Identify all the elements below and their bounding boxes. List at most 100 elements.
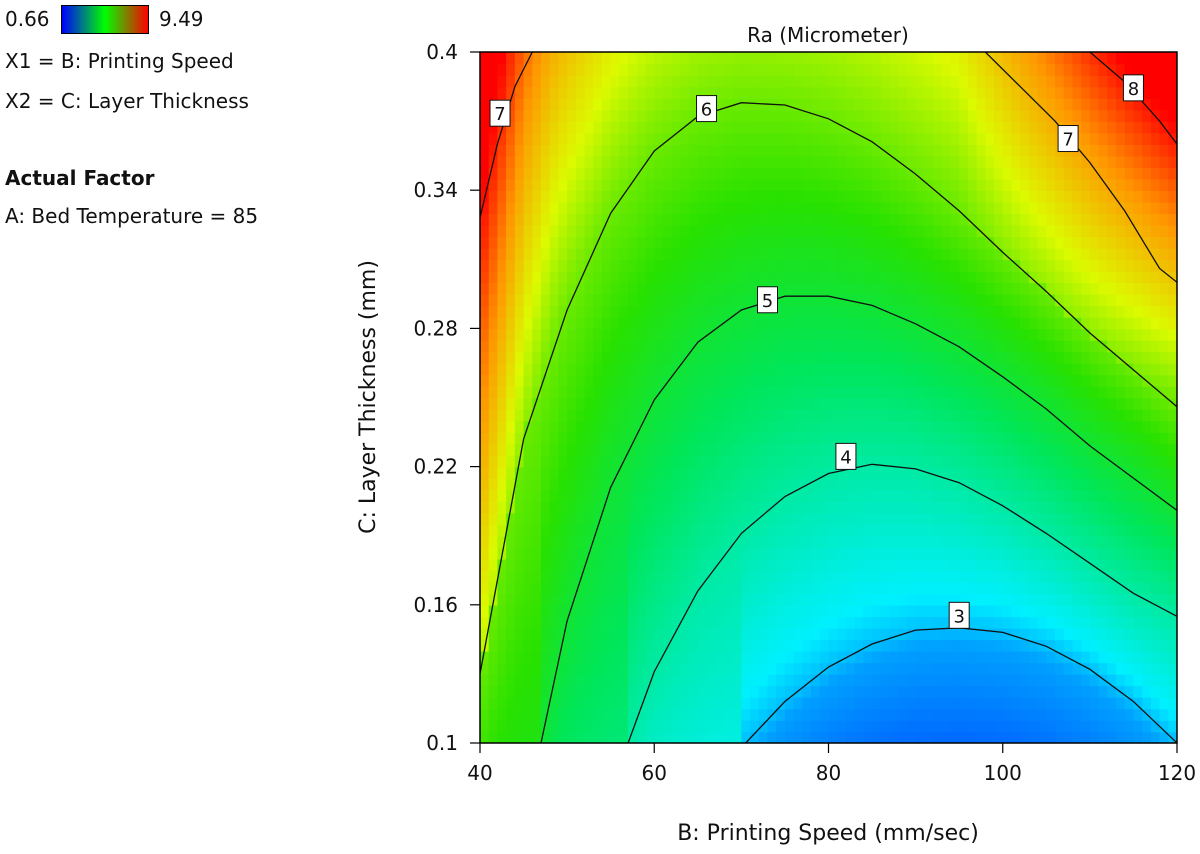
- heatmap-cell: [845, 385, 856, 399]
- heatmap-cell: [497, 132, 507, 145]
- heatmap-cell: [671, 282, 682, 295]
- heatmap-cell: [994, 328, 1004, 341]
- heatmap-cell: [767, 385, 778, 399]
- heatmap-cell: [1159, 98, 1170, 111]
- heatmap-cell: [497, 351, 507, 364]
- heatmap-cell: [619, 524, 629, 537]
- heatmap-cell: [750, 731, 760, 743]
- heatmap-cell: [1046, 167, 1056, 180]
- heatmap-cell: [593, 731, 603, 743]
- heatmap-cell: [1028, 247, 1039, 261]
- heatmap-cell: [671, 270, 682, 284]
- heatmap-cell: [854, 696, 865, 710]
- heatmap-cell: [976, 489, 987, 502]
- heatmap-cell: [549, 455, 560, 468]
- heatmap-cell: [767, 121, 778, 134]
- heatmap-cell: [628, 52, 638, 65]
- heatmap-cell: [1081, 696, 1091, 710]
- heatmap-cell: [540, 409, 551, 422]
- heatmap-cell: [793, 178, 804, 191]
- heatmap-cell: [1142, 685, 1152, 698]
- heatmap-cell: [1072, 385, 1082, 399]
- heatmap-cell: [1081, 719, 1091, 733]
- heatmap-cell: [872, 362, 882, 376]
- heatmap-cell: [959, 547, 969, 560]
- heatmap-cell: [872, 397, 882, 410]
- heatmap-cell: [680, 708, 690, 721]
- heatmap-cell: [1020, 512, 1030, 525]
- heatmap-cell: [802, 616, 812, 629]
- heatmap-cell: [1037, 362, 1048, 376]
- heatmap-cell: [680, 616, 690, 629]
- heatmap-cell: [880, 662, 891, 675]
- heatmap-cell: [837, 547, 847, 560]
- heatmap-cell: [480, 627, 490, 641]
- heatmap-cell: [741, 316, 751, 330]
- heatmap-cell: [1055, 86, 1065, 99]
- heatmap-cell: [784, 155, 795, 168]
- heatmap-cell: [523, 731, 534, 743]
- heatmap-cell: [628, 305, 638, 318]
- heatmap-cell: [950, 75, 960, 88]
- heatmap-cell: [994, 512, 1004, 525]
- heatmap-cell: [532, 616, 542, 629]
- y-tick-label: 0.34: [413, 178, 458, 202]
- heatmap-cell: [1150, 501, 1161, 514]
- heatmap-cell: [593, 524, 603, 537]
- heatmap-cell: [1072, 213, 1082, 226]
- heatmap-cell: [1028, 63, 1039, 76]
- heatmap-cell: [680, 282, 690, 295]
- heatmap-cell: [558, 420, 568, 433]
- heatmap-cell: [976, 224, 987, 238]
- heatmap-cell: [889, 696, 899, 710]
- heatmap-cell: [610, 270, 621, 284]
- heatmap-cell: [880, 109, 891, 122]
- heatmap-cell: [715, 420, 725, 433]
- heatmap-cell: [628, 247, 638, 261]
- heatmap-cell: [1011, 259, 1021, 272]
- heatmap-cell: [488, 316, 499, 330]
- heatmap-cell: [601, 512, 612, 525]
- heatmap-cell: [532, 662, 542, 675]
- heatmap-cell: [811, 524, 821, 537]
- heatmap-cell: [1011, 673, 1021, 687]
- heatmap-cell: [540, 432, 551, 445]
- heatmap-cell: [924, 86, 934, 99]
- heatmap-cell: [828, 63, 839, 76]
- heatmap-cell: [784, 685, 795, 698]
- heatmap-cell: [994, 535, 1004, 549]
- heatmap-cell: [1142, 397, 1152, 410]
- heatmap-cell: [941, 685, 952, 698]
- heatmap-cell: [837, 581, 847, 595]
- heatmap-cell: [784, 86, 795, 99]
- heatmap-cell: [1002, 213, 1013, 226]
- heatmap-cell: [514, 409, 525, 422]
- heatmap-cell: [880, 339, 891, 353]
- heatmap-cell: [628, 75, 638, 88]
- heatmap-cell: [802, 685, 812, 698]
- heatmap-cell: [941, 524, 952, 537]
- heatmap-cell: [645, 627, 656, 641]
- heatmap-cell: [480, 685, 490, 698]
- heatmap-cell: [723, 316, 734, 330]
- heatmap-cell: [497, 409, 507, 422]
- heatmap-cell: [558, 708, 568, 721]
- heatmap-cell: [1002, 86, 1013, 99]
- heatmap-cell: [1011, 719, 1021, 733]
- heatmap-cell: [628, 524, 638, 537]
- heatmap-cell: [906, 201, 917, 215]
- heatmap-cell: [567, 374, 577, 387]
- heatmap-cell: [488, 328, 499, 341]
- heatmap-cell: [880, 270, 891, 284]
- heatmap-cell: [758, 685, 769, 698]
- heatmap-cell: [854, 374, 865, 387]
- heatmap-cell: [811, 639, 821, 652]
- heatmap-cell: [1081, 731, 1091, 743]
- heatmap-cell: [706, 650, 717, 664]
- heatmap-cell: [1037, 374, 1048, 387]
- heatmap-cell: [1055, 213, 1065, 226]
- heatmap-cell: [784, 385, 795, 399]
- heatmap-cell: [802, 719, 812, 733]
- heatmap-cell: [933, 466, 943, 479]
- heatmap-cell: [1098, 558, 1109, 572]
